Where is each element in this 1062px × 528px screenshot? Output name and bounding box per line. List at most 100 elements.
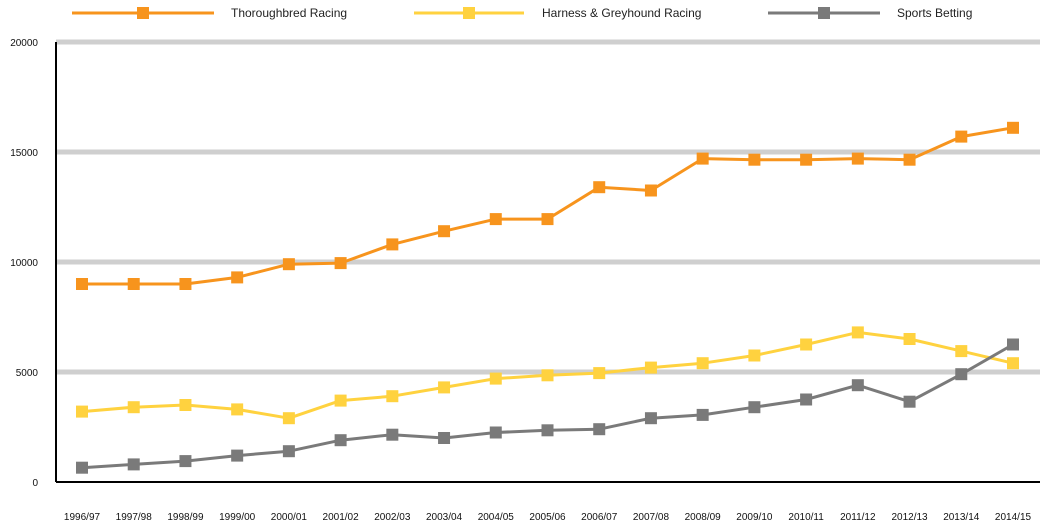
data-point (386, 238, 399, 251)
data-point (231, 271, 244, 284)
data-point (179, 399, 192, 411)
legend: Thoroughbred Racing Harness & Greyhound R… (72, 6, 972, 20)
legend-marker (463, 7, 475, 19)
data-point (955, 130, 968, 143)
x-tick-label: 2014/15 (995, 512, 1032, 523)
data-point (127, 401, 140, 414)
data-point (438, 432, 451, 444)
data-point (696, 152, 709, 165)
data-point (593, 181, 606, 194)
x-tick-label: 2000/01 (271, 512, 308, 523)
data-point (541, 369, 554, 382)
data-point (955, 345, 968, 358)
data-point (903, 395, 916, 408)
data-point (438, 225, 451, 238)
data-point (800, 153, 813, 166)
data-point (76, 461, 88, 474)
x-tick-label: 2007/08 (633, 512, 670, 523)
data-point (386, 428, 399, 441)
y-tick-label: 0 (32, 478, 38, 489)
legend-label: Thoroughbred Racing (231, 6, 347, 20)
data-point (282, 445, 295, 458)
data-point (489, 372, 502, 385)
data-point (1007, 357, 1019, 370)
data-point (127, 278, 140, 290)
legend-item: Thoroughbred Racing (72, 6, 347, 20)
data-point (851, 152, 864, 165)
data-point (800, 338, 813, 351)
gridlines (56, 39, 1040, 375)
data-point (593, 367, 606, 380)
data-point (644, 184, 657, 197)
x-tick-label: 2004/05 (478, 512, 515, 523)
y-tick-label: 15000 (10, 148, 38, 159)
data-point (593, 423, 606, 436)
series-group (76, 121, 1019, 474)
data-point (644, 412, 657, 425)
data-point (800, 393, 813, 406)
x-tick-label: 2011/12 (840, 512, 876, 523)
x-tick-label: 2002/03 (374, 512, 411, 523)
data-point (644, 361, 657, 374)
series-line (81, 343, 1014, 470)
data-point (903, 153, 916, 166)
data-point (696, 408, 709, 421)
data-point (696, 357, 709, 370)
axes (55, 42, 1040, 483)
y-tick-label: 5000 (16, 368, 39, 379)
x-tick-label: 2010/11 (788, 512, 824, 523)
x-tick-label: 2005/06 (529, 512, 566, 523)
y-axis-ticks: 0 5000 10000 15000 20000 (10, 38, 38, 489)
x-tick-label: 2012/13 (891, 512, 928, 523)
y-tick-label: 10000 (10, 258, 38, 269)
y-tick-label: 20000 (10, 38, 38, 49)
data-point (1007, 121, 1019, 134)
x-tick-label: 2001/02 (323, 512, 360, 523)
data-point (1007, 338, 1019, 351)
data-point (541, 213, 554, 226)
x-tick-label: 2013/14 (943, 512, 980, 523)
data-point (76, 278, 88, 290)
legend-item: Sports Betting (768, 6, 972, 20)
x-tick-label: 1998/99 (167, 512, 204, 523)
data-point (334, 394, 347, 407)
x-tick-label: 2006/07 (581, 512, 618, 523)
data-point (541, 424, 554, 437)
data-point (851, 326, 864, 339)
data-point (489, 426, 502, 439)
data-point (127, 458, 140, 471)
x-tick-label: 1997/98 (116, 512, 153, 523)
data-point (851, 379, 864, 392)
data-point (748, 349, 761, 362)
data-point (231, 403, 244, 416)
series-1 (76, 326, 1019, 425)
series-0 (76, 121, 1019, 290)
data-point (76, 405, 88, 418)
data-point (282, 412, 295, 425)
legend-label: Harness & Greyhound Racing (542, 6, 701, 20)
data-point (903, 333, 916, 345)
series-2 (76, 338, 1019, 474)
x-tick-label: 2009/10 (736, 512, 773, 523)
legend-marker (137, 7, 149, 19)
data-point (386, 390, 399, 403)
data-point (748, 153, 761, 166)
legend-label: Sports Betting (897, 6, 972, 20)
x-axis-ticks: 1996/97 1997/98 1998/99 1999/00 2000/01 2001/… (64, 512, 1032, 523)
data-point (748, 401, 761, 414)
data-point (231, 449, 244, 462)
data-point (179, 455, 192, 468)
legend-item: Harness & Greyhound Racing (414, 6, 701, 20)
x-tick-label: 1996/97 (64, 512, 101, 523)
legend-marker (818, 7, 830, 19)
x-tick-label: 1999/00 (219, 512, 256, 523)
data-point (334, 434, 347, 447)
data-point (438, 381, 451, 394)
data-point (179, 278, 192, 290)
x-tick-label: 2008/09 (685, 512, 722, 523)
data-point (955, 368, 968, 381)
data-point (334, 257, 347, 270)
data-point (282, 258, 295, 271)
x-tick-label: 2003/04 (426, 512, 463, 523)
